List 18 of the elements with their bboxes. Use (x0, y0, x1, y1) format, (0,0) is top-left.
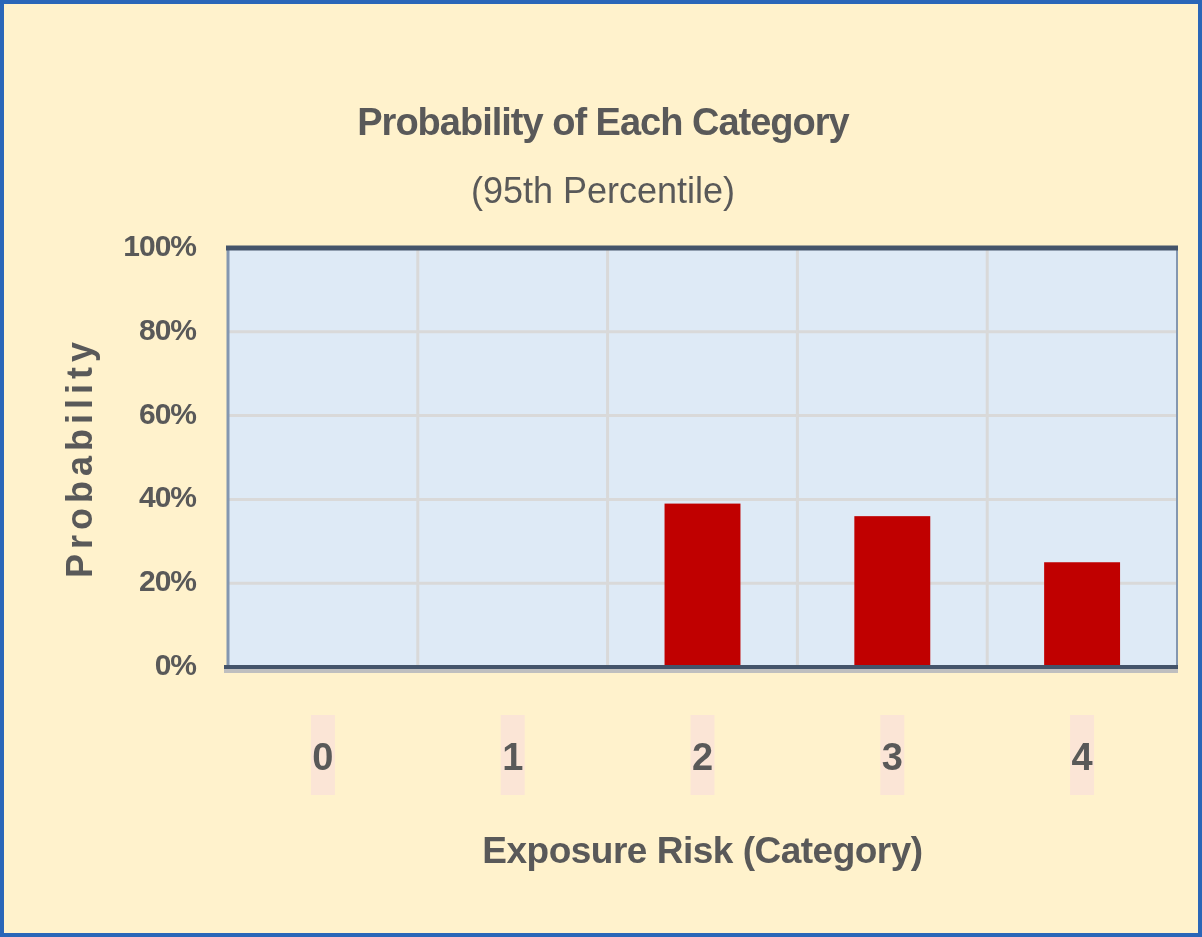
y-tick-label: 0% (154, 647, 197, 681)
x-tick-label: 4 (1071, 736, 1093, 779)
x-tick-label: 3 (881, 736, 903, 779)
bar (1044, 562, 1121, 667)
chart-subtitle: (95th Percentile) (470, 169, 736, 211)
y-tick-label: 20% (138, 564, 197, 598)
y-tick-label: 80% (138, 312, 197, 346)
chart-title: Probability of Each Category (357, 101, 850, 144)
y-tick-label: 100% (123, 228, 197, 262)
x-tick-label: 1 (502, 736, 524, 779)
x-tick-label: 0 (312, 736, 334, 779)
x-tick-label: 2 (691, 736, 714, 779)
x-axis-title: Exposure Risk (Category) (482, 829, 923, 871)
y-tick-label: 60% (138, 396, 197, 430)
y-tick-label: 40% (138, 480, 197, 514)
bar (854, 516, 931, 667)
y-axis-title: Probability (58, 336, 100, 579)
bar (664, 503, 741, 667)
